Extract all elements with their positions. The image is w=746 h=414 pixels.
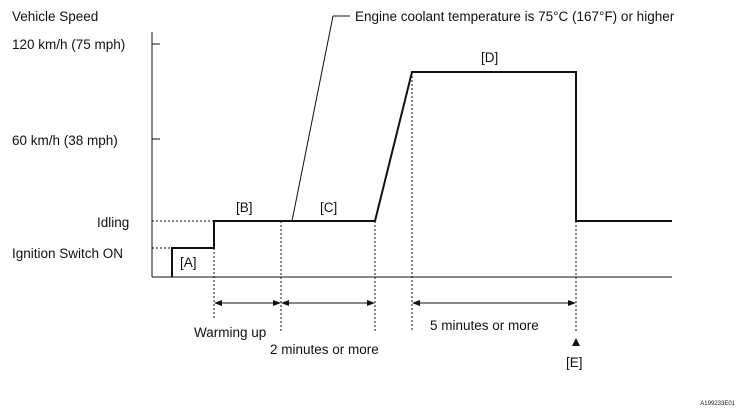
y-tick-label-120: 120 km/h (75 mph) — [12, 37, 125, 52]
y-axis-title: Vehicle Speed — [12, 9, 98, 24]
y-tick-label-ignition: Ignition Switch ON — [12, 246, 123, 261]
marker-e-label: [E] — [566, 355, 583, 370]
speed-profile-line — [171, 71, 672, 277]
phase-label-c: [C] — [320, 200, 337, 215]
y-tick-label-60: 60 km/h (38 mph) — [12, 133, 118, 148]
figure-id: A199233E01 — [700, 401, 735, 407]
interval-arrow-2-minutes — [281, 300, 375, 306]
interval-label-warming-up: Warming up — [194, 325, 266, 340]
interval-arrow-warming-up — [214, 300, 281, 306]
interval-label-5-minutes: 5 minutes or more — [430, 318, 539, 333]
interval-arrow-5-minutes — [412, 300, 576, 306]
phase-label-b: [B] — [236, 200, 253, 215]
coolant-callout-line — [291, 15, 334, 222]
phase-label-a: [A] — [180, 255, 197, 270]
coolant-callout-text: Engine coolant temperature is 75°C (167°… — [355, 9, 675, 24]
phase-label-d: [D] — [481, 50, 498, 65]
y-tick-label-idling: Idling — [97, 215, 129, 230]
interval-label-2-minutes: 2 minutes or more — [270, 342, 379, 357]
marker-e-triangle-icon — [572, 338, 580, 346]
